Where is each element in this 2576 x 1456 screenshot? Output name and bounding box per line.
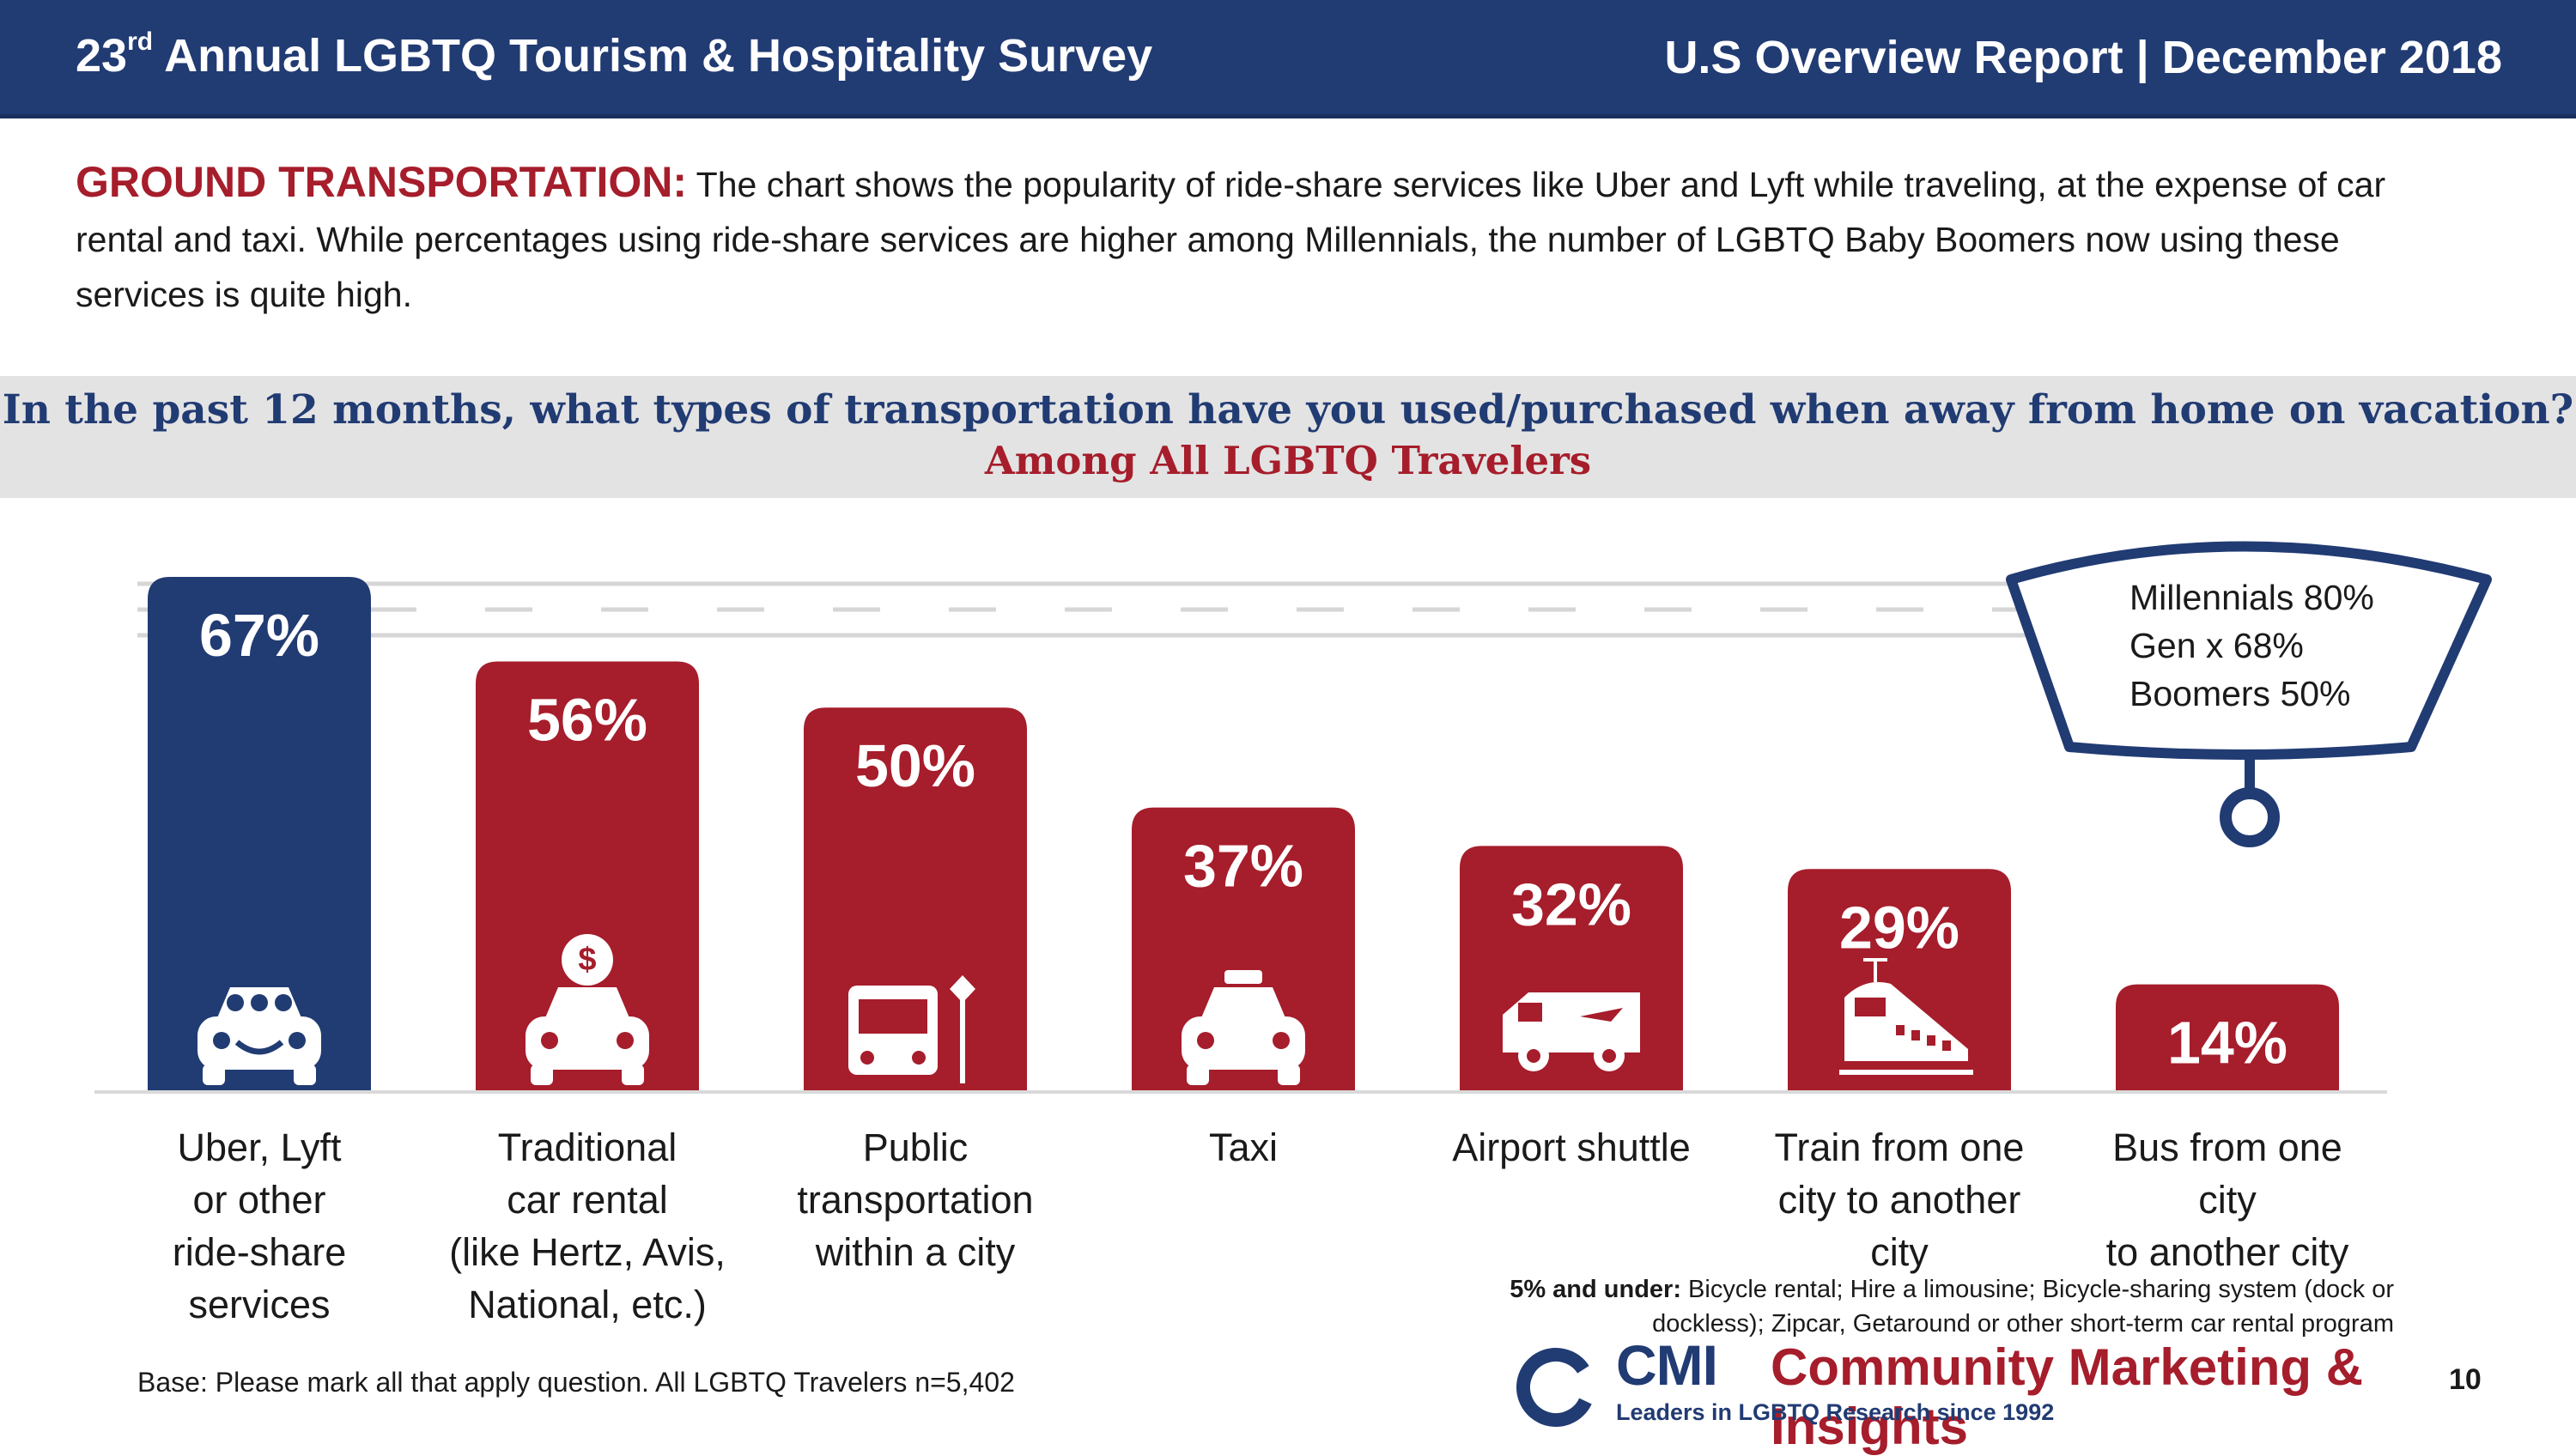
bus-stop-icon: [848, 975, 975, 1083]
category-label: Uber, Lyft or other ride-share services: [118, 1121, 401, 1331]
logo-name: Community Marketing & Insights: [1771, 1338, 2364, 1455]
survey-title: 23rd Annual LGBTQ Tourism & Hospitality …: [76, 27, 1153, 82]
category-label-line: Airport shuttle: [1452, 1125, 1691, 1169]
category-label-line: Public: [862, 1125, 969, 1169]
bar: [1788, 869, 2011, 1092]
category-label-line: car rental: [507, 1178, 668, 1222]
callout-line-millennials: Millennials 80%: [2129, 578, 2374, 617]
footnote: 5% and under: Bicycle rental; Hire a lim…: [1408, 1272, 2394, 1341]
intro-lead: GROUND TRANSPORTATION:: [76, 158, 687, 206]
category-label-line: city: [1870, 1230, 1929, 1274]
callout-line-boomers: Boomers 50%: [2129, 674, 2351, 713]
report-label: U.S Overview Report | December 2018: [1664, 32, 2502, 83]
callout-text: Millennials 80% Gen x 68% Boomers 50%: [2129, 573, 2374, 718]
category-label-line: or other: [192, 1178, 326, 1222]
category-label: Bus from one city to another city: [2086, 1121, 2369, 1278]
category-label-line: Taxi: [1208, 1125, 1279, 1169]
callout-bubble: [2006, 541, 2492, 847]
intro-text: The chart shows the popularity of ride-s…: [76, 165, 2386, 314]
logo-cmi: CMI: [1616, 1333, 1718, 1397]
base-note: Base: Please mark all that apply questio…: [137, 1367, 1015, 1398]
train-icon: [1839, 958, 1973, 1075]
data-label: 32%: [1511, 871, 1631, 937]
data-label: 67%: [199, 602, 319, 669]
category-label: Traditional car rental (like Hertz, Avis, N…: [446, 1121, 729, 1331]
data-label: 56%: [527, 687, 647, 754]
category-label: Public transportation within a city: [774, 1121, 1057, 1278]
bar: [1132, 807, 1355, 1092]
data-label: 37%: [1183, 833, 1303, 900]
data-label: 14%: [2167, 1010, 2287, 1077]
category-label-line: ride-share: [172, 1230, 347, 1274]
category-label-line: Uber, Lyft: [177, 1125, 342, 1169]
bar-chart: 67% 56% $50% 37% 32% 29% 14%: [94, 541, 2492, 1094]
question-band: In the past 12 months, what types of tra…: [0, 376, 2576, 498]
category-label-line: services: [188, 1283, 331, 1326]
svg-text:$: $: [578, 942, 596, 978]
category-label-line: National, etc.): [468, 1283, 707, 1326]
category-label: Train from one city to another city: [1758, 1121, 2041, 1278]
category-label-line: (like Hertz, Avis,: [449, 1230, 726, 1274]
question-text: In the past 12 months, what types of tra…: [2, 386, 2574, 434]
logo-tagline: Leaders in LGBTQ Research since 1992: [1616, 1399, 2055, 1425]
data-label: 50%: [855, 732, 975, 799]
category-label-line: Train from one: [1774, 1125, 2025, 1169]
category-label-line: Bus from one city: [2112, 1125, 2342, 1222]
header-bar: 23rd Annual LGBTQ Tourism & Hospitality …: [0, 0, 2576, 118]
bars-group: 67% 56% $50% 37% 32% 29% 14%: [148, 577, 2339, 1092]
callout-shape: [2006, 541, 2492, 760]
category-label: Airport shuttle: [1430, 1121, 1713, 1174]
category-label-line: within a city: [815, 1230, 1016, 1274]
category-label-line: to another city: [2105, 1230, 2349, 1274]
bar: [476, 661, 699, 1092]
shuttle-van-icon: [1503, 992, 1640, 1071]
data-label: 29%: [1839, 894, 1959, 961]
logo-ring-icon: [1516, 1348, 1595, 1427]
callout-line-genx: Gen x 68%: [2129, 626, 2304, 665]
category-label: Taxi: [1102, 1121, 1385, 1174]
dollar-car-icon: $: [526, 934, 649, 1085]
title-superscript: rd: [127, 27, 154, 56]
cmi-logo: CMI Community Marketing & Insights Leade…: [1511, 1333, 2404, 1455]
taxi-icon: [1182, 970, 1305, 1085]
page-number: 10: [2449, 1363, 2482, 1396]
intro-paragraph: GROUND TRANSPORTATION: The chart shows t…: [76, 155, 2463, 322]
category-label-line: Traditional: [497, 1125, 677, 1169]
bar: [148, 577, 371, 1092]
footnote-text: Bicycle rental; Hire a limousine; Bicycl…: [1652, 1276, 2394, 1338]
question-subtext: Among All LGBTQ Travelers: [984, 438, 1592, 483]
category-label-line: city to another: [1777, 1178, 2021, 1222]
category-label-line: transportation: [797, 1178, 1034, 1222]
footnote-bold: 5% and under:: [1510, 1276, 1681, 1303]
rideshare-car-icon: [197, 987, 321, 1085]
callout-ring: [2220, 787, 2280, 847]
bar: [2116, 984, 2339, 1092]
